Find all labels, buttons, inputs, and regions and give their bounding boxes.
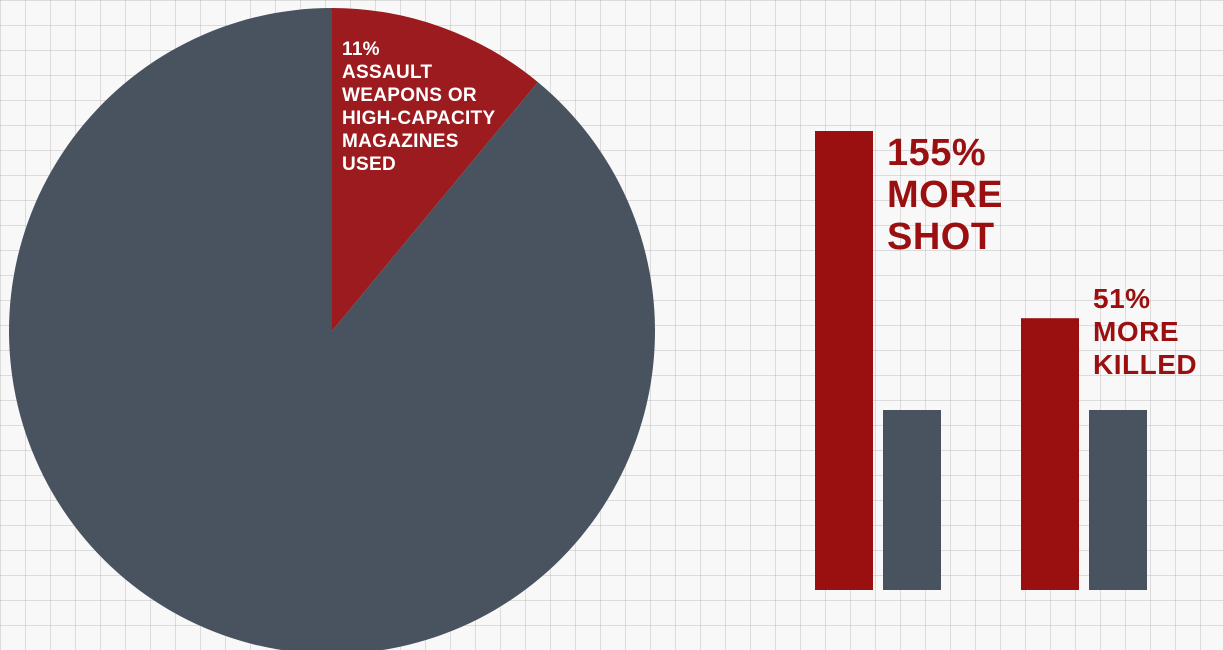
- pie-annotation-line: ASSAULT: [342, 62, 433, 83]
- bar-group-1-baseline: [883, 410, 941, 590]
- bar-annotation-line: KILLED: [1093, 349, 1198, 380]
- bar-group-2-baseline: [1089, 410, 1147, 590]
- pie-annotation-line: USED: [342, 154, 396, 175]
- bar-annotation-line: 155%: [887, 132, 987, 174]
- bar-annotation-line: SHOT: [887, 216, 995, 258]
- pie-annotation-line: MAGAZINES: [342, 131, 459, 152]
- pie-slice-assault-weapons: [332, 8, 538, 331]
- pie-annotation-line: HIGH-CAPACITY: [342, 108, 496, 129]
- pie-chart: [9, 8, 655, 650]
- pie-slice-other: [9, 8, 655, 650]
- bar-annotation-more-shot: 155% MORE SHOT: [887, 132, 1003, 258]
- bar-group-2-increase: [1021, 318, 1079, 590]
- pie-annotation-line: 11%: [342, 39, 380, 60]
- bar-chart: [815, 131, 1147, 590]
- pie-annotation-line: WEAPONS OR: [342, 85, 477, 106]
- bar-annotation-more-killed: 51% MORE KILLED: [1093, 282, 1197, 381]
- bar-annotation-line: MORE: [887, 174, 1003, 216]
- bar-annotation-line: 51%: [1093, 283, 1151, 314]
- pie-slice-annotation: 11% ASSAULT WEAPONS OR HIGH-CAPACITY MAG…: [342, 38, 542, 176]
- bar-group-1-increase: [815, 131, 873, 590]
- bar-annotation-line: MORE: [1093, 316, 1179, 347]
